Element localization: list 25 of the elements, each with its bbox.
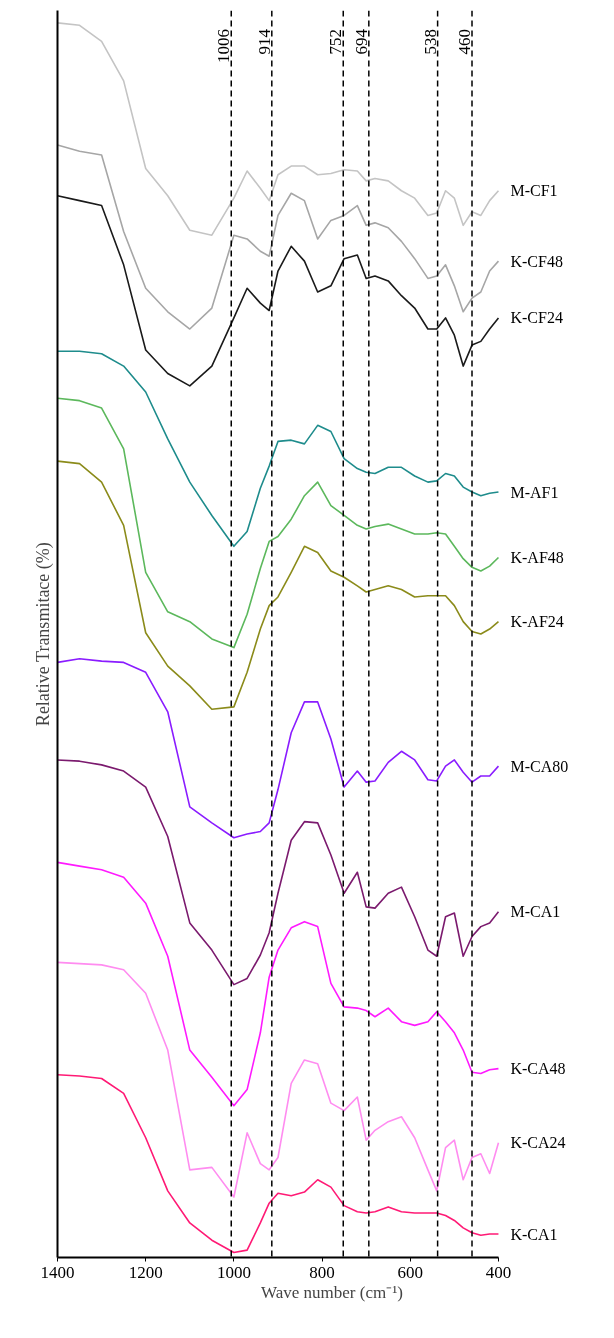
series-label: K-CA1 bbox=[510, 1225, 558, 1243]
ref-line-label: 460 bbox=[455, 29, 475, 55]
series-label: M-CA80 bbox=[510, 757, 569, 775]
x-tick-label: 800 bbox=[309, 1262, 335, 1282]
series-label: K-CA48 bbox=[510, 1060, 566, 1078]
series-label: M-AF1 bbox=[510, 483, 559, 501]
x-tick-label: 400 bbox=[485, 1262, 512, 1282]
series-label: M-CA1 bbox=[510, 903, 561, 921]
series-label: K-AF24 bbox=[510, 613, 564, 631]
x-tick-label: 1400 bbox=[40, 1262, 75, 1282]
series-label: K-CA24 bbox=[510, 1134, 566, 1152]
series-label: K-AF48 bbox=[510, 548, 564, 566]
x-axis-title: Wave number (cm⁻¹) bbox=[261, 1282, 403, 1302]
ref-line-label: 694 bbox=[351, 28, 371, 55]
x-tick-label: 600 bbox=[397, 1262, 424, 1282]
ref-line-label: 538 bbox=[420, 29, 440, 55]
ref-line-label: 914 bbox=[254, 28, 274, 55]
ref-line-label: 752 bbox=[326, 29, 346, 55]
series-label: K-CF48 bbox=[510, 252, 563, 270]
x-tick-label: 1200 bbox=[128, 1262, 163, 1282]
x-tick-label: 1000 bbox=[216, 1262, 251, 1282]
y-axis-title: Relative Transmitace (%) bbox=[32, 542, 54, 727]
series-label: M-CF1 bbox=[510, 182, 558, 200]
series-label: K-CF24 bbox=[510, 309, 563, 327]
ref-line-label: 1006 bbox=[214, 29, 234, 64]
